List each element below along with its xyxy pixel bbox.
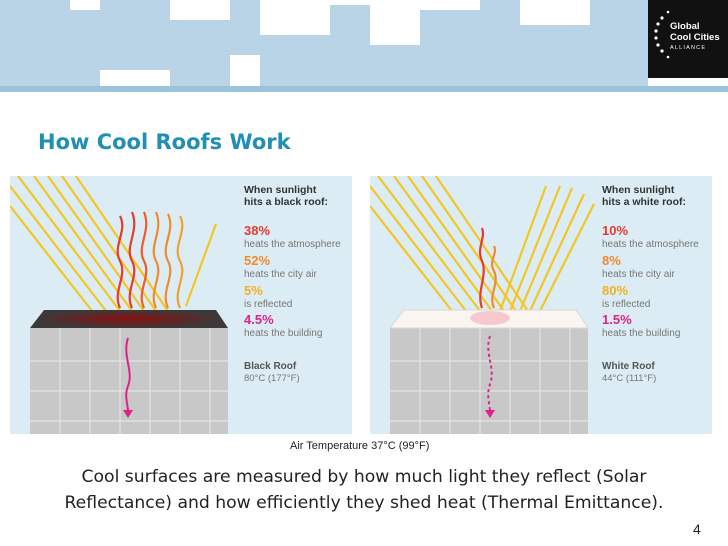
- logo-dots-icon: [654, 10, 670, 59]
- stat-building-value: 1.5%: [602, 312, 632, 327]
- caption-line-1: Cool surfaces are measured by how much l…: [81, 467, 647, 487]
- panel-heading-line-1: When sunlight: [244, 184, 317, 196]
- air-temperature-label: Air Temperature 37°C (99°F): [290, 440, 430, 452]
- roof-name: White Roof: [602, 361, 655, 372]
- heat-wave-arrows: [478, 227, 497, 309]
- stat-atmosphere-label: heats the atmosphere: [602, 239, 699, 250]
- roof-temperature: 44°C (111°F): [602, 373, 656, 384]
- logo-line-1: Global: [670, 21, 700, 32]
- roof-warm-spot: [470, 311, 510, 325]
- incoming-sunlight-rays: [10, 176, 169, 312]
- panel-heading-line-2: hits a white roof:: [602, 196, 686, 208]
- stat-atmosphere-value: 10%: [602, 223, 628, 238]
- stat-reflected-value: 5%: [244, 283, 263, 298]
- building-heat-arrow: [487, 335, 493, 413]
- stat-city-air-label: heats the city air: [602, 269, 675, 280]
- stat-building-label: heats the building: [244, 328, 322, 339]
- logo-line-2: Cool Cities: [670, 31, 720, 43]
- stat-city-air-label: heats the city air: [244, 269, 317, 280]
- roof-name: Black Roof: [244, 361, 297, 372]
- caption: Cool surfaces are measured by how much l…: [0, 464, 728, 516]
- stat-reflected-label: is reflected: [602, 299, 650, 310]
- stat-building-label: heats the building: [602, 328, 680, 339]
- white-roof-panel: When sunlight hits a white roof: 10% hea…: [370, 176, 712, 434]
- stat-city-air-value: 52%: [244, 253, 270, 268]
- stat-atmosphere-value: 38%: [244, 223, 270, 238]
- arrow-head-icon: [485, 410, 495, 418]
- page-title: How Cool Roofs Work: [38, 130, 291, 154]
- building-grid: [30, 328, 228, 434]
- page-number: 4: [693, 521, 701, 537]
- building-grid: [390, 328, 588, 434]
- heat-wave-arrows: [116, 211, 184, 309]
- stat-atmosphere-label: heats the atmosphere: [244, 239, 341, 250]
- reflected-sunlight-rays: [498, 185, 595, 312]
- skyline-banner: [0, 0, 728, 100]
- stat-reflected-value: 80%: [602, 283, 628, 298]
- global-cool-cities-logo: Global Cool Cities ALLIANCE: [648, 0, 728, 78]
- roof-temperature: 80°C (177°F): [244, 373, 300, 384]
- building-heat-arrow: [125, 337, 131, 413]
- panel-heading-line-2: hits a black roof:: [244, 196, 328, 208]
- logo-line-3: ALLIANCE: [670, 45, 707, 51]
- stat-reflected-label: is reflected: [244, 299, 292, 310]
- caption-line-2: Reflectance) and how efficiently they sh…: [64, 493, 664, 513]
- arrow-head-icon: [123, 410, 133, 418]
- stat-building-value: 4.5%: [244, 312, 274, 327]
- black-roof-surface: [30, 310, 228, 328]
- panel-heading-line-1: When sunlight: [602, 184, 675, 196]
- stat-city-air-value: 8%: [602, 253, 621, 268]
- reflected-ray: [184, 223, 218, 307]
- black-roof-panel: When sunlight hits a black roof: 38% hea…: [10, 176, 352, 434]
